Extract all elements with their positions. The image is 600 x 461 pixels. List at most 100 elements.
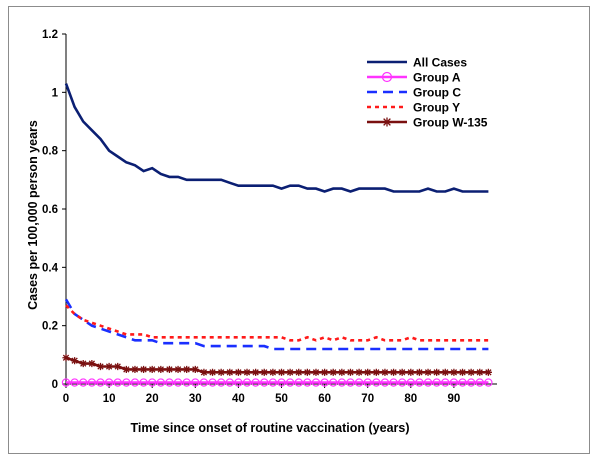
data-point — [354, 378, 364, 387]
y-tick-label: 1 — [52, 87, 59, 99]
data-point — [88, 359, 96, 368]
data-point — [268, 378, 278, 387]
data-point — [277, 378, 286, 387]
x-axis-label: Time since onset of routine vaccination … — [130, 421, 409, 435]
data-point — [484, 378, 493, 387]
y-tick-label: 0.6 — [42, 204, 58, 216]
data-point — [364, 368, 372, 376]
data-point — [303, 378, 312, 387]
data-point — [372, 368, 380, 376]
data-point — [338, 368, 346, 376]
data-point — [252, 368, 260, 376]
x-tick-label: 40 — [232, 393, 245, 405]
data-point — [311, 378, 321, 387]
data-point — [147, 378, 157, 387]
y-tick-label: 0.4 — [42, 262, 59, 274]
data-point — [104, 378, 114, 387]
data-point — [70, 378, 79, 387]
data-point — [113, 378, 122, 387]
data-point — [199, 378, 209, 387]
y-tick-label: 0.8 — [42, 146, 59, 158]
legend-label: Group W-135 — [413, 116, 488, 130]
data-point — [79, 359, 87, 368]
data-point — [432, 378, 441, 387]
series-line — [64, 298, 489, 351]
data-point — [157, 365, 165, 374]
legend-marker — [382, 117, 392, 127]
series-group-c — [64, 298, 489, 351]
data-point — [71, 357, 79, 365]
x-tick-label: 10 — [103, 393, 116, 405]
data-point — [114, 362, 122, 371]
legend-label: All Cases — [413, 56, 467, 70]
data-point — [389, 368, 398, 376]
data-point — [467, 368, 475, 376]
data-point — [191, 378, 200, 387]
x-tick-label: 20 — [146, 393, 159, 405]
data-point — [260, 378, 269, 387]
y-tick-label: 0.2 — [42, 321, 58, 333]
data-point — [398, 368, 406, 376]
legend-label: Group A — [413, 71, 461, 85]
data-point — [346, 378, 355, 387]
data-point — [320, 378, 329, 387]
legend-item: Group W-135 — [367, 116, 488, 130]
legend-marker — [381, 71, 393, 83]
data-point — [165, 365, 174, 374]
data-point — [61, 378, 71, 387]
legend-item: Group C — [367, 86, 461, 100]
plot-axes: 0 0.2 0.4 0.6 0.8 1 1.2 0 10 20 30 40 50 60 70 80 90 — [42, 29, 497, 405]
data-point — [346, 368, 355, 376]
y-axis-label: Cases per 100,000 person years — [26, 120, 40, 310]
data-point — [139, 365, 148, 374]
data-point — [216, 378, 226, 387]
series-group-y — [65, 304, 489, 342]
data-point — [389, 378, 398, 387]
data-point — [182, 378, 191, 387]
data-point — [122, 365, 130, 374]
data-point — [62, 354, 70, 362]
data-point — [122, 378, 131, 387]
y-tick-label: 1.2 — [42, 29, 58, 41]
data-point — [251, 378, 260, 387]
data-point — [79, 378, 88, 387]
data-point — [165, 378, 174, 387]
data-point — [458, 368, 467, 376]
series-group-w-135 — [62, 354, 492, 376]
data-point — [96, 362, 105, 371]
data-point — [476, 368, 484, 376]
data-point — [105, 362, 113, 371]
x-tick-label: 30 — [189, 393, 202, 405]
data-point — [174, 365, 182, 374]
data-point — [303, 368, 311, 376]
data-point — [173, 378, 183, 387]
data-point — [433, 368, 441, 376]
legend-label: Group Y — [413, 101, 460, 115]
legend-item: Group A — [367, 71, 461, 85]
data-point — [380, 378, 390, 387]
series-all-cases — [64, 83, 489, 193]
chart-frame: 0 0.2 0.4 0.6 0.8 1 1.2 0 10 20 30 40 50 60 70 80 90 All… — [8, 6, 590, 454]
data-point — [277, 368, 286, 376]
data-point — [96, 378, 105, 387]
data-point — [484, 368, 492, 376]
data-point — [269, 368, 277, 376]
series-layer — [61, 83, 493, 387]
x-tick-label: 80 — [404, 393, 417, 405]
data-point — [321, 368, 329, 376]
data-point — [208, 368, 217, 376]
data-point — [294, 378, 303, 387]
data-point — [243, 368, 251, 376]
data-point — [156, 378, 166, 387]
data-point — [200, 368, 208, 376]
data-point — [131, 365, 139, 374]
data-point — [260, 368, 268, 376]
data-point — [415, 368, 424, 376]
line-chart: 0 0.2 0.4 0.6 0.8 1 1.2 0 10 20 30 40 50 60 70 80 90 All… — [26, 29, 497, 435]
data-point — [407, 368, 415, 376]
data-point — [183, 365, 191, 374]
data-point — [355, 368, 363, 376]
data-point — [406, 378, 415, 387]
data-point — [225, 378, 234, 387]
